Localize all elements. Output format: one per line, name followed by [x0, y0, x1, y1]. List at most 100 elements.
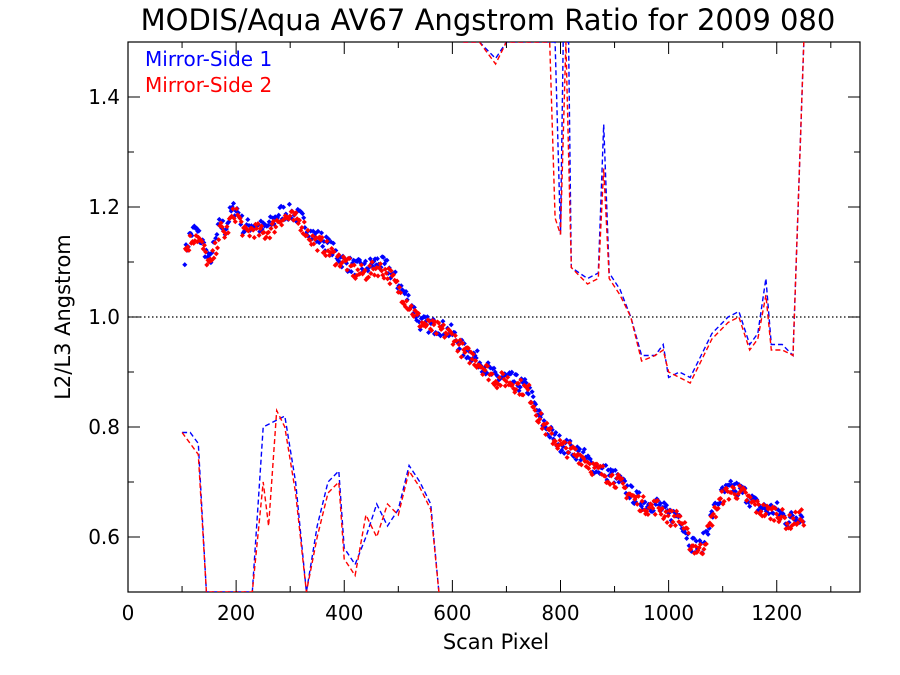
data-point — [684, 526, 690, 532]
data-point — [213, 251, 219, 257]
data-point — [385, 276, 391, 282]
data-point — [529, 389, 535, 395]
x-tick-label: 1200 — [751, 601, 802, 625]
data-point — [489, 371, 495, 377]
data-point — [480, 371, 486, 378]
data-point — [620, 480, 626, 486]
data-point — [408, 303, 414, 309]
data-point — [657, 500, 664, 506]
y-tick-label: 1.4 — [88, 85, 120, 109]
data-point — [672, 522, 678, 528]
data-point — [747, 494, 753, 501]
data-point — [458, 354, 464, 360]
data-point — [533, 412, 539, 418]
data-point — [331, 249, 337, 255]
data-point — [186, 247, 192, 253]
data-point — [433, 331, 439, 337]
data-point — [758, 508, 764, 515]
data-point — [444, 331, 450, 337]
data-point — [388, 268, 394, 274]
data-point — [238, 219, 244, 225]
data-point — [405, 292, 411, 298]
upper-envelope-line — [463, 42, 805, 384]
data-point — [653, 501, 659, 508]
data-point — [411, 313, 417, 319]
data-point — [715, 505, 721, 511]
data-point — [709, 522, 715, 529]
data-point — [314, 247, 320, 254]
lower-envelope-line — [181, 407, 440, 592]
data-point — [382, 266, 388, 272]
data-point — [211, 255, 217, 261]
data-point — [731, 485, 737, 491]
data-point — [513, 386, 519, 392]
y-tick-label: 0.6 — [88, 525, 120, 549]
data-point — [268, 225, 274, 232]
data-point — [302, 225, 308, 231]
data-point — [212, 240, 218, 246]
data-point — [553, 429, 559, 436]
data-point — [336, 252, 342, 258]
data-point — [505, 374, 511, 380]
data-point — [245, 228, 251, 234]
data-point — [735, 491, 741, 497]
x-tick-label: 200 — [217, 601, 255, 625]
data-point — [544, 420, 550, 426]
data-point — [424, 314, 430, 320]
data-point — [700, 551, 706, 557]
data-point — [800, 518, 806, 525]
data-point — [565, 449, 571, 456]
data-point — [214, 245, 221, 251]
y-tick-label: 0.8 — [88, 415, 120, 439]
data-point — [600, 463, 606, 469]
series-2 — [181, 42, 807, 592]
data-point — [362, 267, 368, 273]
data-point — [299, 224, 305, 231]
data-point — [734, 495, 740, 502]
data-point — [218, 220, 224, 226]
data-point — [538, 410, 544, 416]
y-axis: 0.6 0.8 1.0 1.2 1.4 — [88, 41, 860, 593]
data-point — [362, 258, 369, 264]
data-point — [452, 333, 458, 339]
data-point — [484, 363, 491, 369]
data-point — [390, 272, 397, 278]
data-point — [380, 254, 386, 260]
data-point — [674, 508, 680, 514]
data-point — [247, 233, 253, 239]
data-point — [770, 510, 777, 517]
data-point — [747, 503, 753, 509]
data-point — [743, 489, 749, 496]
data-point — [448, 322, 454, 328]
data-point — [801, 522, 807, 528]
data-point — [561, 450, 567, 456]
data-point — [635, 493, 642, 499]
data-point — [636, 489, 642, 496]
data-point — [549, 430, 555, 437]
data-point — [196, 228, 202, 234]
data-point — [449, 331, 455, 337]
data-point — [255, 221, 261, 227]
data-point — [367, 263, 373, 269]
data-point — [473, 358, 479, 364]
data-point — [491, 365, 497, 371]
data-point — [305, 227, 311, 233]
data-point — [719, 488, 725, 494]
data-point — [348, 269, 354, 275]
data-point — [703, 541, 709, 547]
data-point — [351, 262, 357, 268]
data-point — [299, 211, 306, 217]
data-point — [230, 200, 237, 206]
data-point — [691, 535, 697, 541]
data-point — [744, 497, 750, 503]
data-point — [763, 511, 769, 517]
data-point — [250, 227, 256, 233]
data-point — [426, 318, 432, 324]
data-point — [293, 210, 299, 216]
data-point — [429, 327, 435, 333]
data-point — [482, 367, 488, 373]
data-point — [286, 201, 292, 207]
data-point — [668, 523, 674, 529]
data-point — [375, 273, 381, 279]
data-point — [440, 318, 446, 324]
